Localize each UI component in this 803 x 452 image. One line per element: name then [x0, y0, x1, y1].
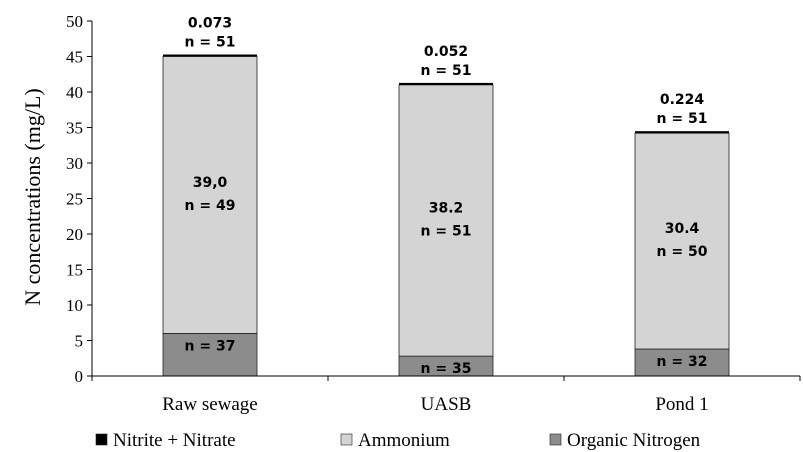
legend-label: Organic Nitrogen — [567, 430, 701, 451]
y-tick-label: 15 — [66, 261, 83, 280]
bar-segment-ammonium — [398, 84, 494, 357]
y-tick-label: 25 — [66, 190, 83, 209]
y-tick-label: 45 — [66, 48, 83, 67]
data-label-value: 0.073 — [188, 16, 232, 32]
data-label-n: n = 49 — [185, 198, 236, 214]
legend-swatch — [340, 433, 353, 446]
y-axis: 0 5 10 15 20 25 30 35 40 45 50 — [66, 12, 93, 386]
x-category-label: Pond 1 — [655, 394, 708, 415]
bar-segment-nitrite-nitrate — [163, 54, 257, 57]
bar-segment-nitrite-nitrate — [635, 131, 729, 134]
y-axis-title: N concentrations (mg/L) — [20, 88, 45, 306]
data-label-value: 0.224 — [660, 92, 705, 108]
legend: Nitrite + Nitrate Ammonium Organic Nitroge… — [95, 430, 701, 451]
data-label-value: 0.052 — [424, 44, 468, 60]
data-label-n: n = 32 — [657, 354, 708, 370]
data-label-value: 38.2 — [429, 201, 464, 217]
data-label-n: n = 50 — [657, 244, 708, 260]
bar-segment-organic-nitrogen — [162, 332, 258, 377]
x-category-label: UASB — [421, 394, 472, 415]
y-tick-label: 10 — [66, 296, 83, 315]
data-label-n: n = 35 — [421, 361, 472, 377]
y-tick-label: 35 — [66, 119, 83, 138]
y-tick-label: 20 — [66, 225, 83, 244]
x-category-label: Raw sewage — [162, 394, 258, 415]
data-label-n: n = 51 — [657, 111, 708, 127]
data-label-n: n = 51 — [421, 63, 472, 79]
y-tick-label: 0 — [75, 367, 84, 386]
data-label-n: n = 51 — [421, 224, 472, 240]
legend-swatch — [549, 433, 562, 446]
y-tick-label: 50 — [66, 12, 83, 31]
data-label-n: n = 51 — [185, 35, 236, 51]
bar-segment-ammonium — [162, 56, 258, 334]
data-label-value: 39,0 — [193, 175, 228, 191]
bar-segment-organic-nitrogen — [634, 348, 730, 377]
data-label-n: n = 37 — [185, 338, 236, 354]
y-tick-label: 40 — [66, 83, 83, 102]
y-tick-label: 5 — [75, 332, 84, 351]
legend-label: Nitrite + Nitrate — [113, 430, 236, 451]
bar-segment-ammonium — [634, 132, 730, 350]
legend-swatch — [95, 433, 108, 446]
legend-label: Ammonium — [358, 430, 450, 451]
bar-segment-nitrite-nitrate — [399, 82, 493, 85]
data-label-value: 30.4 — [665, 221, 700, 237]
x-axis: Raw sewage UASB Pond 1 — [91, 375, 801, 415]
y-tick-label: 30 — [66, 154, 83, 173]
